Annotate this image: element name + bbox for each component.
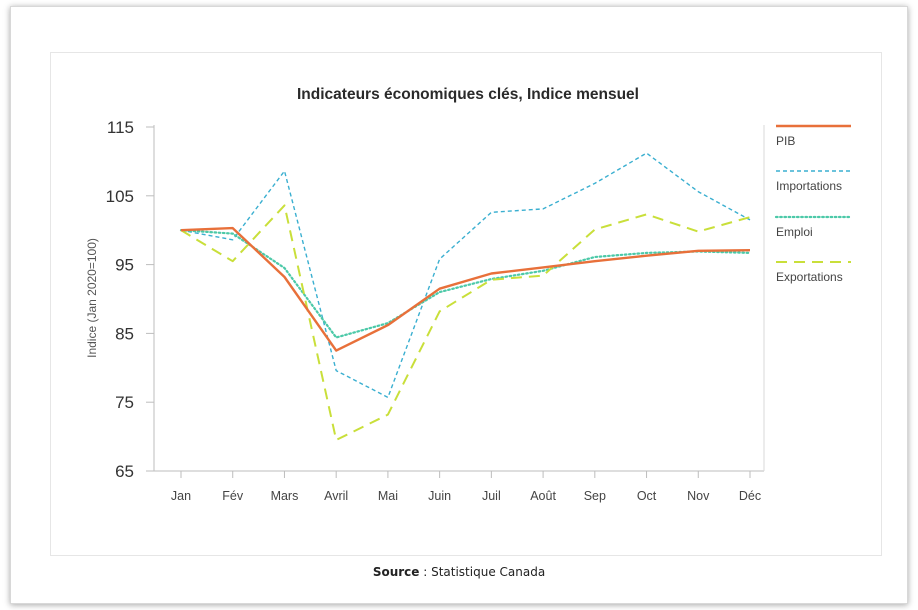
x-tick-label: Jan — [171, 489, 191, 503]
y-axis-label: Indice (Jan 2020=100) — [85, 238, 99, 358]
axes: 65 75 85 95 105 115 Jan Fév Mars Avril Mai Juin Juil… — [106, 118, 765, 503]
x-tick-label: Avril — [324, 489, 348, 503]
source-text: Statistique Canada — [431, 565, 546, 579]
x-tick-label: Sep — [584, 489, 606, 503]
source-note: Source : Statistique Canada — [0, 565, 918, 579]
y-tick-label: 65 — [115, 462, 134, 481]
legend: PIB Importations Emploi Exportations — [774, 124, 853, 284]
x-tick-label: Juil — [482, 489, 501, 503]
series-line-importations — [180, 152, 751, 399]
x-tick-label: Août — [530, 489, 556, 503]
chart-panel — [50, 52, 882, 556]
x-tick-label: Fév — [222, 489, 244, 503]
y-tick-label: 85 — [115, 324, 134, 343]
x-tick-label: Mars — [271, 489, 299, 503]
legend-label-importations: Importations — [776, 179, 842, 193]
series-line-exportations — [180, 204, 751, 441]
source-separator: : — [419, 565, 432, 579]
source-label: Source — [372, 565, 420, 579]
x-tick-label: Mai — [378, 489, 398, 503]
series-layer — [179, 152, 752, 441]
series-line-pib — [180, 226, 751, 352]
y-tick-label: 75 — [115, 393, 134, 412]
legend-label-exportations: Exportations — [776, 270, 843, 284]
legend-label-emploi: Emploi — [776, 225, 813, 239]
y-tick-label: 105 — [106, 187, 134, 206]
x-tick-label: Juin — [428, 489, 451, 503]
y-tick-label: 95 — [115, 256, 134, 275]
x-tick-label: Oct — [637, 489, 657, 503]
x-tick-label: Nov — [687, 489, 710, 503]
chart-title: Indicateurs économiques clés, Indice men… — [297, 86, 639, 103]
x-tick-label: Déc — [739, 489, 761, 503]
y-tick-label: 115 — [107, 118, 134, 137]
legend-label-pib: PIB — [776, 134, 795, 148]
series-line-emploi — [179, 229, 752, 339]
